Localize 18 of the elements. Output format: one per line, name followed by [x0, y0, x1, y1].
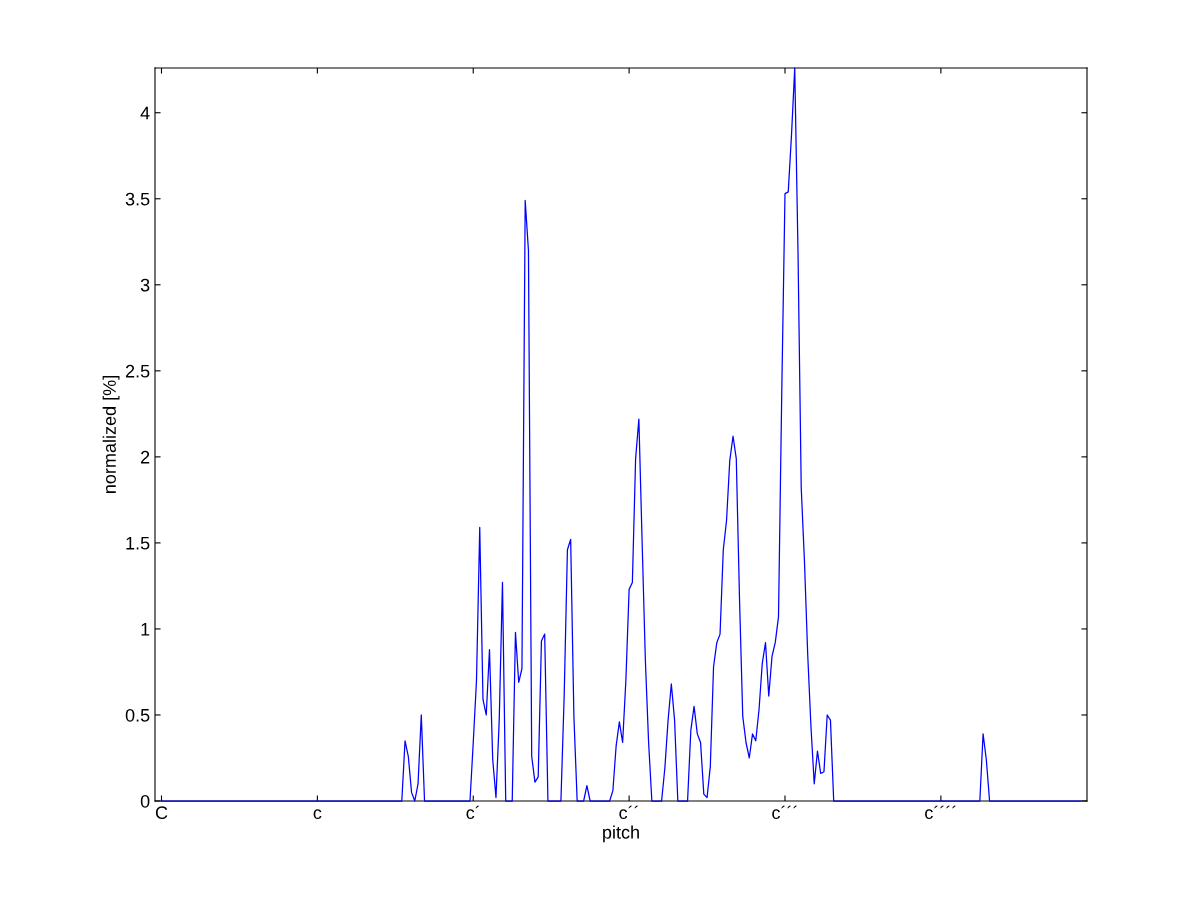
x-tick-label: c´´	[619, 805, 639, 820]
x-axis-title: pitch	[603, 825, 639, 843]
y-tick-label: 1.5	[126, 537, 150, 550]
x-tick-label: c´´´	[772, 805, 797, 820]
x-tick-label: c´´´´	[925, 805, 956, 820]
x-tick-label: c	[313, 809, 322, 820]
y-tick-label: 0.5	[125, 708, 150, 722]
y-tick-label: 0	[140, 794, 150, 808]
line-series	[160, 67, 1082, 802]
x-tick-label: C	[155, 806, 168, 820]
y-tick-label: 2	[141, 450, 150, 464]
y-tick-label: 4	[140, 106, 150, 120]
y-tick-label: 1	[141, 623, 150, 636]
y-tick-label: 3.5	[125, 192, 150, 206]
y-axis-title: normalized [%]	[102, 376, 120, 494]
y-tick-label: 3	[140, 278, 150, 292]
y-tick-label: 2.5	[125, 364, 150, 378]
x-tick-label: c´	[466, 805, 480, 820]
